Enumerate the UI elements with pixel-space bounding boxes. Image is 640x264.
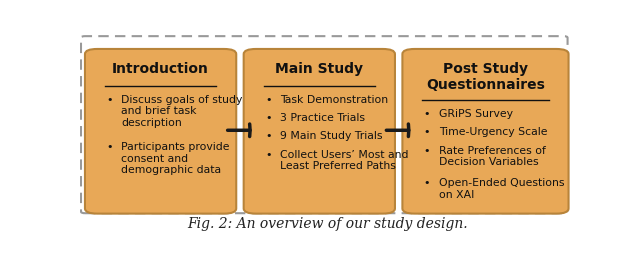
Text: Introduction: Introduction xyxy=(112,62,209,76)
Text: Post Study
Questionnaires: Post Study Questionnaires xyxy=(426,62,545,92)
Text: Open-Ended Questions
on XAI: Open-Ended Questions on XAI xyxy=(438,178,564,200)
Text: Participants provide
consent and
demographic data: Participants provide consent and demogra… xyxy=(121,142,230,176)
Text: 9 Main Study Trials: 9 Main Study Trials xyxy=(280,131,382,141)
Text: •: • xyxy=(265,131,271,141)
FancyBboxPatch shape xyxy=(85,49,236,214)
Text: •: • xyxy=(265,150,271,159)
Text: Discuss goals of study
and brief task
description: Discuss goals of study and brief task de… xyxy=(121,95,243,128)
FancyBboxPatch shape xyxy=(244,49,395,214)
Text: •: • xyxy=(265,95,271,105)
Text: •: • xyxy=(424,109,430,119)
Text: Main Study: Main Study xyxy=(275,62,364,76)
FancyBboxPatch shape xyxy=(81,36,568,213)
Text: •: • xyxy=(265,113,271,123)
Text: Task Demonstration: Task Demonstration xyxy=(280,95,388,105)
Text: •: • xyxy=(424,145,430,155)
Text: 3 Practice Trials: 3 Practice Trials xyxy=(280,113,365,123)
Text: Fig. 2: An overview of our study design.: Fig. 2: An overview of our study design. xyxy=(188,217,468,231)
Text: GRiPS Survey: GRiPS Survey xyxy=(438,109,513,119)
Text: •: • xyxy=(424,178,430,188)
Text: •: • xyxy=(106,95,113,105)
Text: Rate Preferences of
Decision Variables: Rate Preferences of Decision Variables xyxy=(438,145,545,167)
FancyBboxPatch shape xyxy=(403,49,568,214)
Text: Time-Urgency Scale: Time-Urgency Scale xyxy=(438,127,547,137)
Text: •: • xyxy=(424,127,430,137)
Text: •: • xyxy=(106,142,113,152)
Text: Collect Users’ Most and
Least Preferred Paths: Collect Users’ Most and Least Preferred … xyxy=(280,150,408,171)
